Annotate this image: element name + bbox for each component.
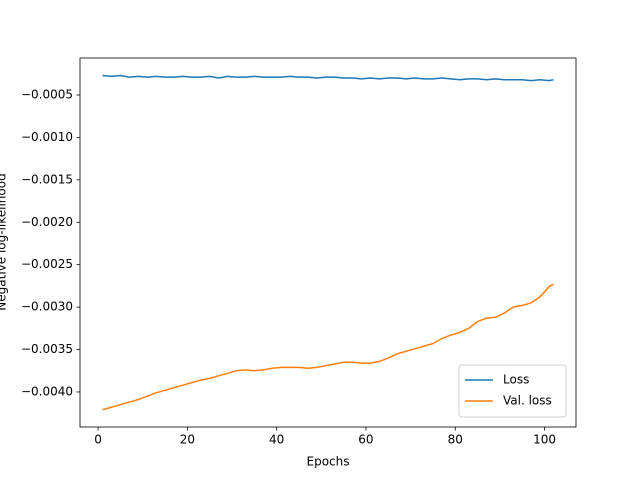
x-tick-label: 40: [269, 433, 284, 447]
x-tick-label: 60: [358, 433, 373, 447]
y-tick-label: −0.0035: [21, 342, 73, 356]
plot-frame: [79, 57, 577, 428]
y-tick-label: −0.0030: [21, 300, 73, 314]
legend-label: Loss: [503, 373, 529, 387]
legend-label: Val. loss: [503, 394, 552, 408]
y-tick-label: −0.0010: [21, 130, 73, 144]
y-axis-label: Negative log-likelihood: [0, 173, 9, 310]
y-tick-label: −0.0025: [21, 257, 73, 271]
y-tick-label: −0.0020: [21, 215, 73, 229]
x-tick-label: 80: [448, 433, 463, 447]
legend-box: [458, 364, 567, 418]
y-tick-label: −0.0005: [21, 87, 73, 101]
y-tick-label: −0.0015: [21, 172, 73, 186]
y-tick-label: −0.0040: [21, 384, 73, 398]
x-tick-label: 20: [180, 433, 195, 447]
x-axis-label: Epochs: [307, 455, 350, 469]
line: [102, 74, 554, 82]
x-tick-label: 0: [94, 433, 102, 447]
line: [102, 283, 554, 411]
x-tick-label: 100: [533, 433, 556, 447]
